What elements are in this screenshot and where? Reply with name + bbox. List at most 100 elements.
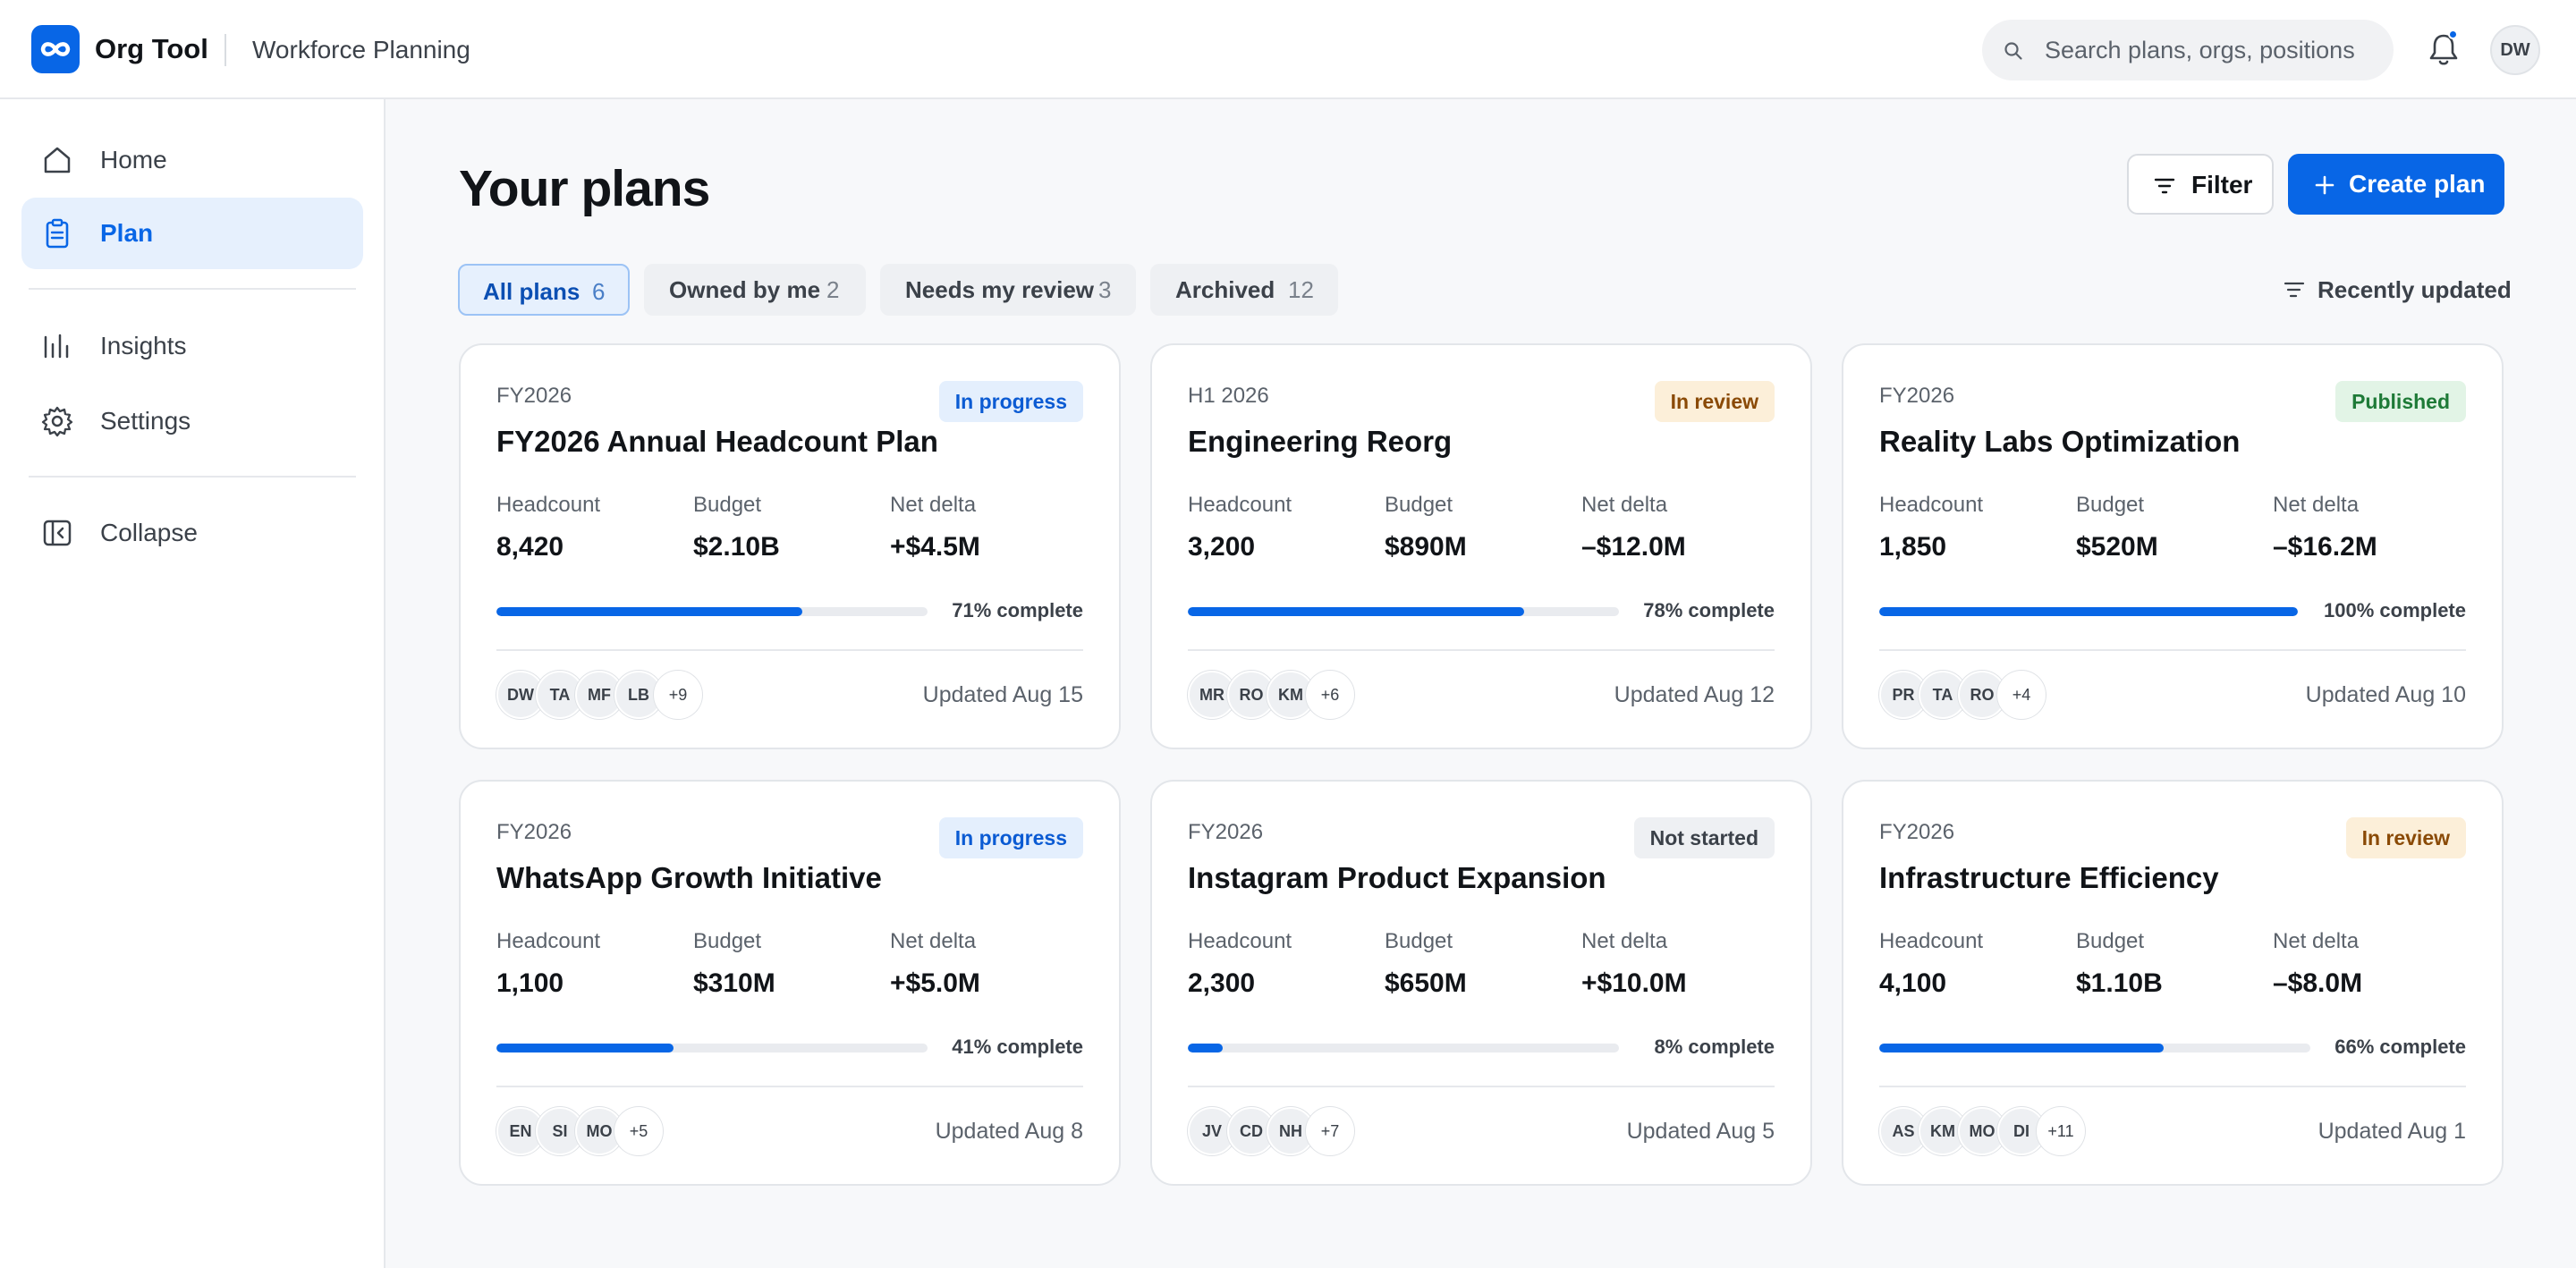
plan-period: FY2026 (496, 384, 572, 408)
status-badge: In review (2345, 817, 2466, 858)
plan-card[interactable]: FY2026 Not started Instagram Product Exp… (1150, 780, 1812, 1186)
more-collaborators-badge[interactable]: +7 (1306, 1107, 1354, 1155)
sidebar-item-insights[interactable]: Insights (21, 310, 363, 382)
plan-title: Engineering Reorg (1188, 425, 1453, 458)
collaborator-avatar[interactable]: MO (1958, 1107, 2006, 1155)
tab-all-plans[interactable]: All plans 6 (458, 264, 630, 316)
headcount-label: Headcount (1188, 493, 1292, 517)
tab-owned-by-me[interactable]: Owned by me 2 (644, 264, 866, 316)
budget-value: $310M (693, 968, 775, 998)
card-divider (496, 649, 1083, 651)
headcount-label: Headcount (496, 493, 601, 517)
headcount-label: Headcount (496, 929, 601, 953)
net-delta-label: Net delta (1581, 929, 1668, 953)
tab-archived[interactable]: Archived 12 (1150, 264, 1338, 316)
more-collaborators-badge[interactable]: +4 (1997, 671, 2046, 719)
more-collaborators-badge[interactable]: +9 (654, 671, 702, 719)
headcount-label: Headcount (1879, 493, 1984, 517)
budget-value: $2.10B (693, 532, 780, 562)
plan-title: FY2026 Annual Headcount Plan (496, 425, 938, 458)
status-badge: In review (1654, 381, 1775, 422)
card-divider (496, 1086, 1083, 1087)
plus-icon (2315, 175, 2334, 195)
sidebar-item-collapse[interactable]: Collapse (21, 497, 363, 569)
filter-button[interactable]: Filter (2127, 154, 2274, 215)
tab-label: Archived (1175, 276, 1275, 303)
progress-label: 78% complete (1643, 599, 1775, 621)
collaborator-avatar[interactable]: TA (1919, 671, 1967, 719)
progress-bar (1188, 1044, 1619, 1052)
budget-label: Budget (1385, 929, 1453, 953)
progress-bar-fill (496, 607, 803, 616)
sidebar: Home Plan Insights Settings (0, 99, 386, 1268)
collaborator-avatar[interactable]: JV (1188, 1107, 1236, 1155)
infinity-icon (40, 42, 71, 56)
sidebar-item-settings[interactable]: Settings (21, 385, 363, 457)
tab-needs-my-review[interactable]: Needs my review 3 (880, 264, 1136, 316)
sidebar-item-label: Settings (100, 407, 191, 435)
status-badge: In progress (938, 381, 1083, 422)
app-logo[interactable] (31, 25, 80, 73)
plan-card[interactable]: FY2026 In review Infrastructure Efficien… (1842, 780, 2504, 1186)
tab-count: 2 (826, 276, 840, 303)
progress-bar (496, 1044, 928, 1052)
progress-bar-fill (1879, 607, 2298, 616)
net-delta-label: Net delta (890, 493, 977, 517)
search-input[interactable] (2045, 32, 2376, 68)
create-plan-button[interactable]: Create plan (2288, 154, 2504, 215)
progress-bar (1879, 607, 2298, 616)
bar-chart-icon (44, 334, 69, 359)
sort-icon (2284, 282, 2305, 298)
progress-label: 100% complete (2324, 599, 2466, 621)
card-divider (1188, 1086, 1775, 1087)
plan-title: Infrastructure Efficiency (1879, 861, 2219, 894)
collaborator-avatar[interactable]: TA (536, 671, 584, 719)
sidebar-item-plan[interactable]: Plan (21, 198, 363, 269)
tab-count: 6 (592, 278, 606, 305)
plan-period: FY2026 (1879, 384, 1955, 408)
headcount-value: 4,100 (1879, 968, 1947, 998)
sidebar-item-label: Insights (100, 332, 187, 359)
net-delta-value: +$4.5M (890, 532, 980, 562)
plan-period: FY2026 (1188, 820, 1264, 844)
tab-count: 3 (1098, 276, 1112, 303)
collapse-sidebar-icon (43, 520, 72, 546)
budget-value: $890M (1385, 532, 1467, 562)
search-icon (2004, 42, 2022, 60)
plan-card[interactable]: H1 2026 In review Engineering Reorg Head… (1150, 343, 1812, 749)
net-delta-value: +$10.0M (1581, 968, 1687, 998)
plan-card[interactable]: FY2026 Published Reality Labs Optimizati… (1842, 343, 2504, 749)
user-avatar[interactable]: DW (2490, 25, 2540, 75)
headcount-value: 3,200 (1188, 532, 1256, 562)
budget-label: Budget (693, 929, 762, 953)
net-delta-value: +$5.0M (890, 968, 980, 998)
card-divider (1879, 1086, 2466, 1087)
progress-label: 66% complete (2334, 1036, 2466, 1058)
filter-icon (2154, 178, 2175, 194)
progress-bar-fill (1879, 1044, 2165, 1052)
home-icon (44, 147, 71, 173)
plan-card[interactable]: FY2026 In progress FY2026 Annual Headcou… (459, 343, 1121, 749)
progress-bar-fill (1188, 607, 1524, 616)
net-delta-value: –$8.0M (2273, 968, 2363, 998)
progress-bar (1188, 607, 1619, 616)
search-box[interactable] (1982, 20, 2394, 80)
status-badge: Not started (1633, 817, 1775, 858)
plan-title: WhatsApp Growth Initiative (496, 861, 882, 894)
net-delta-label: Net delta (1581, 493, 1668, 517)
clipboard-icon (46, 218, 69, 249)
tab-label: All plans (483, 278, 580, 305)
progress-label: 41% complete (952, 1036, 1083, 1058)
sidebar-item-home[interactable]: Home (21, 124, 363, 196)
more-collaborators-badge[interactable]: +6 (1306, 671, 1354, 719)
card-divider (1879, 649, 2466, 651)
tab-label: Owned by me (669, 276, 821, 303)
more-collaborators-badge[interactable]: +5 (614, 1107, 663, 1155)
progress-bar-fill (496, 1044, 674, 1052)
headcount-label: Headcount (1879, 929, 1984, 953)
filter-button-label: Filter (2191, 171, 2253, 199)
more-collaborators-badge[interactable]: +11 (2037, 1107, 2085, 1155)
app-name: Org Tool (95, 33, 208, 64)
plan-card[interactable]: FY2026 In progress WhatsApp Growth Initi… (459, 780, 1121, 1186)
plan-title: Reality Labs Optimization (1879, 425, 2241, 458)
